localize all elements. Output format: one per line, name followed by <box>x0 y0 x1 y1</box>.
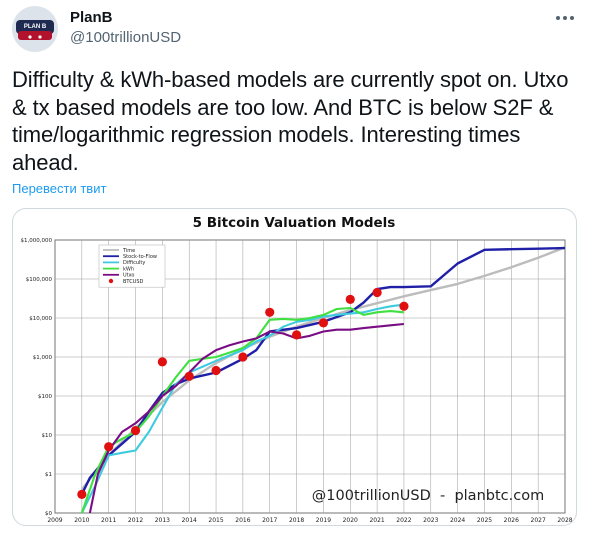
btcusd-point <box>184 371 194 381</box>
legend-label: BTCUSD <box>123 279 144 285</box>
x-tick-label: 2010 <box>74 517 89 524</box>
translate-tweet-link[interactable]: Перевести твит <box>12 181 107 196</box>
x-tick-label: 2017 <box>262 517 277 524</box>
legend-label: Utxo <box>123 273 134 279</box>
y-tick-label: $100 <box>38 394 52 400</box>
btcusd-point <box>211 365 221 376</box>
x-tick-label: 2019 <box>316 517 331 524</box>
legend-swatch <box>108 278 114 284</box>
y-tick-label: $1,000,000 <box>21 238 53 244</box>
x-tick-label: 2023 <box>423 517 438 524</box>
x-tick-label: 2028 <box>557 517 572 524</box>
author-name[interactable]: PlanB <box>70 9 113 26</box>
btcusd-point <box>157 357 167 367</box>
chart-axes: 2009 2010 2011 2012 2013 2014 2015 2016 2017 2018… <box>21 238 573 524</box>
y-tick-label: $0 <box>45 511 52 517</box>
btcusd-point <box>372 287 382 298</box>
x-tick-label: 2014 <box>182 517 197 524</box>
more-dots-icon <box>556 16 574 20</box>
chart-series <box>77 246 565 513</box>
x-tick-label: 2011 <box>101 517 116 524</box>
x-tick-label: 2020 <box>343 517 358 524</box>
x-tick-label: 2018 <box>289 517 304 524</box>
y-tick-label: $1 <box>45 472 52 478</box>
x-tick-label: 2016 <box>235 517 250 524</box>
chart-title: 5 Bitcoin Valuation Models <box>193 215 396 231</box>
author-block: PlanB @100trillionUSD <box>70 8 181 48</box>
btcusd-point <box>399 301 409 311</box>
legend-label: kWh <box>123 266 134 272</box>
btcusd-point <box>104 442 114 452</box>
legend-label: Stock-to-Flow <box>123 254 157 260</box>
x-tick-label: 2026 <box>504 517 519 524</box>
x-tick-label: 2013 <box>155 517 170 524</box>
x-tick-label: 2009 <box>47 517 62 524</box>
series-line-difficulty <box>80 303 405 513</box>
y-tick-label: $10 <box>42 433 53 439</box>
x-tick-label: 2024 <box>450 517 465 524</box>
series-line-time <box>80 246 565 491</box>
btcusd-point <box>238 352 248 362</box>
legend-label: Difficulty <box>123 260 145 266</box>
more-options-button[interactable] <box>553 6 577 30</box>
x-tick-label: 2025 <box>477 517 492 524</box>
svg-text:PLAN B: PLAN B <box>24 24 47 30</box>
tweet-text: Difficulty & kWh-based models are curren… <box>12 67 569 175</box>
btcusd-point <box>265 307 275 317</box>
btcusd-point <box>345 294 355 304</box>
btcusd-point <box>291 330 302 340</box>
y-tick-label: $100,000 <box>26 277 53 283</box>
x-tick-label: 2012 <box>128 517 143 524</box>
x-tick-label: 2015 <box>208 517 223 524</box>
author-handle[interactable]: @100trillionUSD <box>70 29 182 46</box>
chart-watermark: @100trillionUSD - planbtc.com <box>312 488 544 504</box>
x-tick-label: 2021 <box>369 517 384 524</box>
x-tick-label: 2022 <box>396 517 411 524</box>
y-tick-label: $1,000 <box>33 355 53 361</box>
series-line-utxo <box>88 322 405 513</box>
y-tick-label: $10,000 <box>29 316 52 322</box>
btcusd-point <box>130 425 141 436</box>
legend-label: Time <box>122 248 135 254</box>
x-tick-label: 2027 <box>531 517 546 524</box>
tweet-media-chart[interactable]: 2009 2010 2011 2012 2013 2014 2015 2016 2017 2018… <box>12 208 577 526</box>
btcusd-point <box>318 318 329 328</box>
btcusd-point <box>77 489 87 499</box>
chart: 2009 2010 2011 2012 2013 2014 2015 2016 2017 2018… <box>21 215 573 524</box>
avatar[interactable]: PLAN B <box>12 6 58 52</box>
